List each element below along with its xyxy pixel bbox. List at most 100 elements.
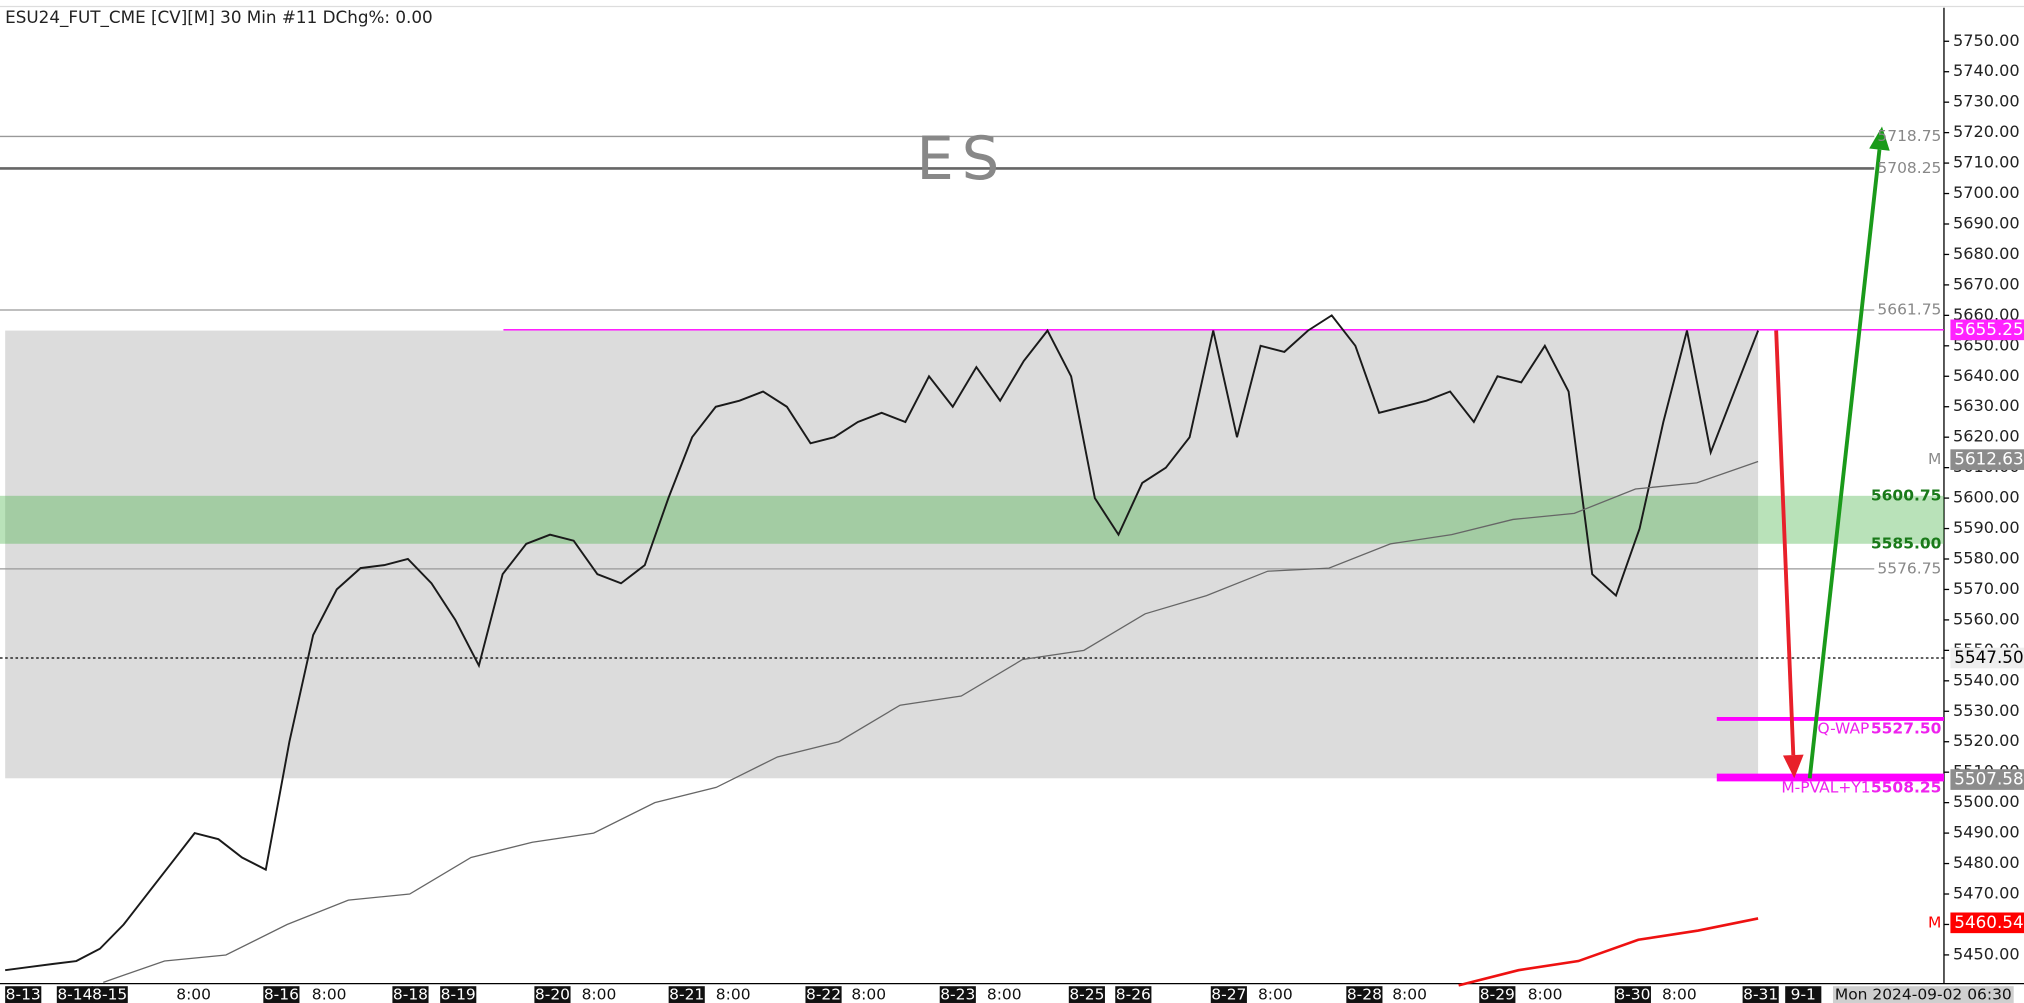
level-label: 5585.00 xyxy=(1871,534,1942,552)
y-tick-label: 5500.00 xyxy=(1953,792,2020,811)
price-tag-label: 5655.25 xyxy=(1954,319,2023,339)
x-tick-label: 8:00 xyxy=(582,986,617,1003)
level-label-name: Q-WAP xyxy=(1817,720,1869,738)
x-tick-label: Mon 2024-09-02 06:30 xyxy=(1835,986,2012,1003)
y-tick-label: 5530.00 xyxy=(1953,701,2020,720)
price-line xyxy=(5,314,1759,972)
x-tick-label: 8:00 xyxy=(1528,986,1563,1003)
y-tick-label: 5670.00 xyxy=(1953,274,2020,293)
level-label: 5527.50 xyxy=(1871,720,1942,738)
price-line xyxy=(1458,917,1759,987)
x-tick-label: 8-20 xyxy=(535,986,570,1003)
x-label-box xyxy=(1785,986,1822,1003)
y-tick-label: 5470.00 xyxy=(1953,884,2020,903)
y-tick-label: 5490.00 xyxy=(1953,823,2020,842)
y-tick-label: 5750.00 xyxy=(1953,31,2020,50)
x-label-box xyxy=(1614,986,1651,1003)
x-label-box xyxy=(1832,986,2014,1003)
y-tick-label: 5570.00 xyxy=(1953,579,2020,598)
y-tick-label: 5560.00 xyxy=(1953,609,2020,628)
x-tick-label: 8:00 xyxy=(987,986,1022,1003)
y-tick-label: 5690.00 xyxy=(1953,213,2020,232)
x-tick-label: 8-22 xyxy=(806,986,841,1003)
y-tick-label: 5580.00 xyxy=(1953,549,2020,568)
plot-area xyxy=(0,135,1944,987)
arrow-head xyxy=(1782,754,1804,779)
x-tick-label: 8:00 xyxy=(716,986,751,1003)
level-label: 5600.75 xyxy=(1871,486,1941,504)
x-tick-label: 8-18 xyxy=(393,986,428,1003)
y-tick-label: 5720.00 xyxy=(1953,122,2020,141)
level-label-name: M-PVAL+Y1 xyxy=(1781,778,1870,796)
x-label-box xyxy=(534,986,571,1003)
y-tick-label: 5590.00 xyxy=(1953,518,2020,537)
arrow-head xyxy=(1869,126,1890,151)
x-tick-label: 8:00 xyxy=(312,986,347,1003)
y-tick-label: 5450.00 xyxy=(1953,944,2020,963)
watermark: ES xyxy=(916,125,1007,194)
x-tick-label: 8:00 xyxy=(1662,986,1697,1003)
price-tag-label: 5460.54 xyxy=(1954,912,2023,932)
x-tick-label: 8-21 xyxy=(669,986,704,1003)
y-tick-label: 5740.00 xyxy=(1953,61,2020,80)
level-label: 5576.75 xyxy=(1877,559,1941,577)
x-tick-label: 8-31 xyxy=(1743,986,1778,1003)
y-tick-label: 5480.00 xyxy=(1953,853,2020,872)
price-tag xyxy=(1950,449,2024,470)
x-label-box xyxy=(939,986,976,1003)
level-label: 5718.75 xyxy=(1877,127,1941,145)
price-tag-label: 5507.58 xyxy=(1954,769,2023,789)
x-tick-label: 8-27 xyxy=(1211,986,1246,1003)
y-tick-label: 5700.00 xyxy=(1953,183,2020,202)
x-tick-label: 8:00 xyxy=(851,986,886,1003)
x-label-box xyxy=(1210,986,1247,1003)
x-label-box xyxy=(263,986,300,1003)
x-label-box xyxy=(5,986,42,1003)
x-tick-label: 8-26 xyxy=(1116,986,1151,1003)
x-tick-label: 8-14 xyxy=(57,986,92,1003)
price-tag xyxy=(1950,912,2024,934)
arrow-shaft xyxy=(1774,330,1796,756)
x-label-box xyxy=(1479,986,1516,1003)
y-tick-label: 5680.00 xyxy=(1953,244,2020,263)
price-line xyxy=(103,460,1759,983)
y-tick-label: 5600.00 xyxy=(1953,488,2020,507)
price-tag xyxy=(1950,647,2024,669)
x-tick-label: 9-1 xyxy=(1791,986,1816,1003)
x-tick-label: 8:00 xyxy=(1258,986,1293,1003)
price-tag xyxy=(1950,769,2024,790)
x-tick-label: 8-23 xyxy=(940,986,975,1003)
x-label-box xyxy=(91,986,128,1003)
y-tick-label: 5640.00 xyxy=(1953,366,2020,385)
y-tick-label: 5730.00 xyxy=(1953,92,2020,111)
level-label: 5508.25 xyxy=(1871,778,1941,796)
x-label-box xyxy=(668,986,705,1003)
x-tick-label: 8:00 xyxy=(1392,986,1427,1003)
x-label-box xyxy=(56,986,93,1003)
zone xyxy=(0,495,1944,544)
price-tag-label: 5547.50 xyxy=(1954,647,2023,667)
x-tick-label: 8-28 xyxy=(1347,986,1382,1003)
x-label-box xyxy=(1742,986,1779,1003)
y-tick-label: 5620.00 xyxy=(1953,427,2020,446)
x-tick-label: 8-16 xyxy=(264,986,299,1003)
chart-title: ESU24_FUT_CME [CV][M] 30 Min #11 DChg%: … xyxy=(5,7,433,28)
price-tag-name: M xyxy=(1928,450,1941,468)
x-tick-label: 8-30 xyxy=(1615,986,1650,1003)
x-label-box xyxy=(1115,986,1152,1003)
x-tick-label: 8-19 xyxy=(441,986,476,1003)
y-tick-label: 5520.00 xyxy=(1953,731,2020,750)
zone xyxy=(5,330,1759,779)
price-tag xyxy=(1950,319,2024,341)
price-tag-name: M xyxy=(1928,913,1941,931)
x-label-box xyxy=(805,986,842,1003)
price-tag-label: 5612.63 xyxy=(1954,449,2023,469)
x-tick-label: 8-29 xyxy=(1480,986,1515,1003)
arrow-shaft xyxy=(1807,149,1882,779)
x-tick-label: 8-13 xyxy=(6,986,41,1003)
x-tick-label: 8-15 xyxy=(92,986,127,1003)
y-tick-label: 5660.00 xyxy=(1953,305,2020,324)
y-tick-label: 5540.00 xyxy=(1953,670,2020,689)
x-tick-label: 8:00 xyxy=(176,986,211,1003)
